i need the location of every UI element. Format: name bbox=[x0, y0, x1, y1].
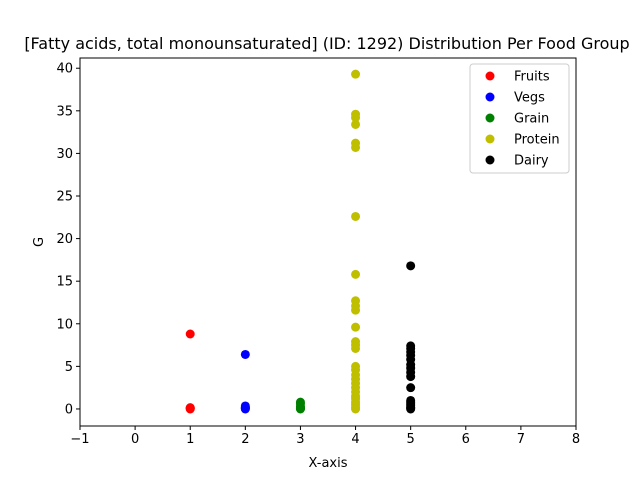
x-tick-label: 4 bbox=[351, 432, 359, 447]
plot-area-frame bbox=[79, 57, 577, 427]
point-vegs-4 bbox=[240, 401, 250, 411]
legend-marker-vegs bbox=[485, 92, 495, 102]
y-tick-label: 10 bbox=[56, 317, 73, 332]
legend-label-fruits: Fruits bbox=[514, 70, 550, 85]
x-tick-label: 1 bbox=[186, 432, 194, 447]
legend-marker-protein bbox=[485, 134, 495, 144]
point-protein-12 bbox=[351, 361, 361, 371]
data-points bbox=[185, 69, 416, 414]
point-protein-15 bbox=[351, 337, 361, 347]
x-tick-label: 0 bbox=[131, 432, 139, 447]
point-fruits-4 bbox=[185, 329, 195, 339]
legend-entries: Fruits Vegs Grain Protein Dairy bbox=[485, 70, 560, 169]
point-protein-27 bbox=[351, 69, 361, 79]
legend: Fruits Vegs Grain Protein Dairy bbox=[469, 63, 570, 174]
point-protein-24 bbox=[351, 119, 361, 129]
y-axis-ticks: 0 5 10 15 20 25 30 35 40 bbox=[56, 62, 80, 417]
point-dairy-6 bbox=[406, 395, 416, 405]
point-protein-21 bbox=[351, 211, 361, 221]
point-vegs-5 bbox=[240, 349, 250, 359]
point-protein-20 bbox=[351, 269, 361, 279]
x-tick-label: 3 bbox=[296, 432, 304, 447]
point-protein-23 bbox=[351, 138, 361, 148]
legend-label-protein: Protein bbox=[514, 133, 560, 148]
x-tick-label: 2 bbox=[241, 432, 249, 447]
y-tick-label: 15 bbox=[56, 275, 73, 290]
legend-label-dairy: Dairy bbox=[514, 154, 549, 169]
legend-marker-dairy bbox=[485, 155, 495, 165]
x-axis-ticks: −1 0 1 2 3 4 5 6 7 8 bbox=[70, 426, 580, 447]
legend-label-grain: Grain bbox=[514, 112, 549, 127]
y-tick-label: 0 bbox=[65, 402, 73, 417]
y-tick-label: 20 bbox=[56, 232, 73, 247]
point-protein-16 bbox=[351, 322, 361, 332]
legend-marker-grain bbox=[485, 113, 495, 123]
point-dairy-17 bbox=[406, 261, 416, 271]
point-dairy-7 bbox=[406, 383, 416, 393]
point-dairy-16 bbox=[406, 341, 416, 351]
x-tick-label: 7 bbox=[517, 432, 525, 447]
point-fruits-3 bbox=[185, 403, 195, 413]
legend-box bbox=[469, 63, 570, 174]
point-protein-26 bbox=[351, 109, 361, 119]
y-tick-label: 25 bbox=[56, 190, 73, 205]
x-tick-label: −1 bbox=[70, 432, 89, 447]
x-tick-label: 6 bbox=[462, 432, 470, 447]
x-tick-label: 8 bbox=[572, 432, 580, 447]
y-tick-label: 35 bbox=[56, 104, 73, 119]
y-tick-label: 30 bbox=[56, 147, 73, 162]
x-tick-label: 5 bbox=[407, 432, 415, 447]
legend-label-vegs: Vegs bbox=[514, 91, 545, 106]
point-grain-6 bbox=[295, 397, 305, 407]
point-protein-19 bbox=[351, 296, 361, 306]
y-axis-label: G bbox=[32, 237, 47, 247]
x-axis-label: X-axis bbox=[309, 456, 348, 471]
y-tick-label: 5 bbox=[65, 360, 73, 375]
chart-title: [Fatty acids, total monounsaturated] (ID… bbox=[24, 34, 629, 53]
legend-marker-fruits bbox=[485, 71, 495, 81]
y-tick-label: 40 bbox=[56, 62, 73, 77]
